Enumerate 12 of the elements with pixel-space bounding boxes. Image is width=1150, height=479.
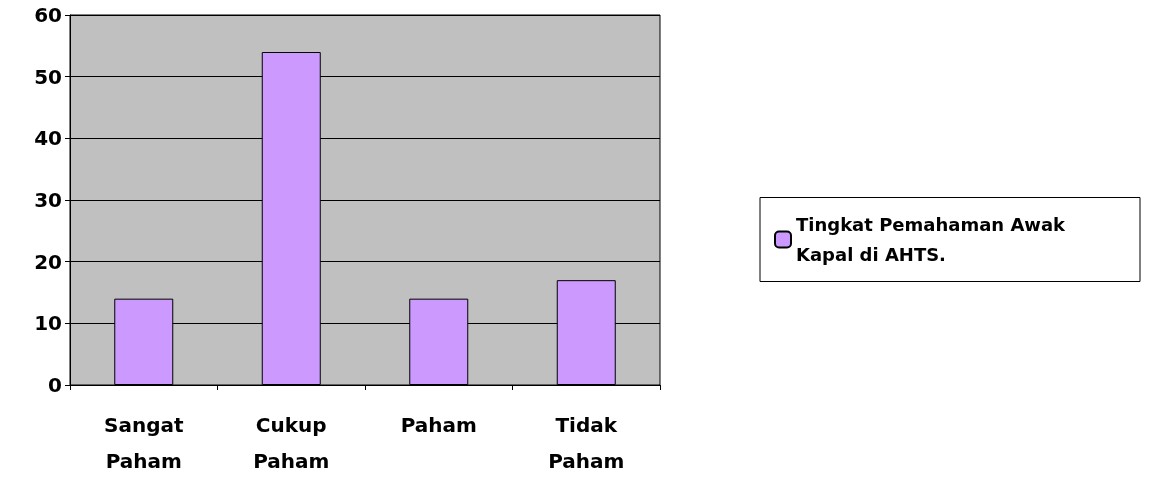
y-tick-label: 50 xyxy=(34,64,62,89)
y-tick-label: 60 xyxy=(34,3,62,27)
x-tick-label: Paham xyxy=(400,413,477,437)
y-tick-label: 30 xyxy=(34,188,62,212)
x-tick-label: Sangat Paham xyxy=(103,413,184,473)
y-tick-label: 40 xyxy=(34,126,62,151)
x-tick-label: Cukup Paham xyxy=(253,413,330,473)
y-tick-label: 10 xyxy=(34,311,62,336)
y-tick-label: 20 xyxy=(34,249,62,274)
y-tick-label: 0 xyxy=(48,373,62,397)
legend-label: Tingkat Pemahaman Awak Kapal di AHTS. xyxy=(796,214,1072,265)
x-tick-label: Tidak Paham xyxy=(548,413,625,473)
